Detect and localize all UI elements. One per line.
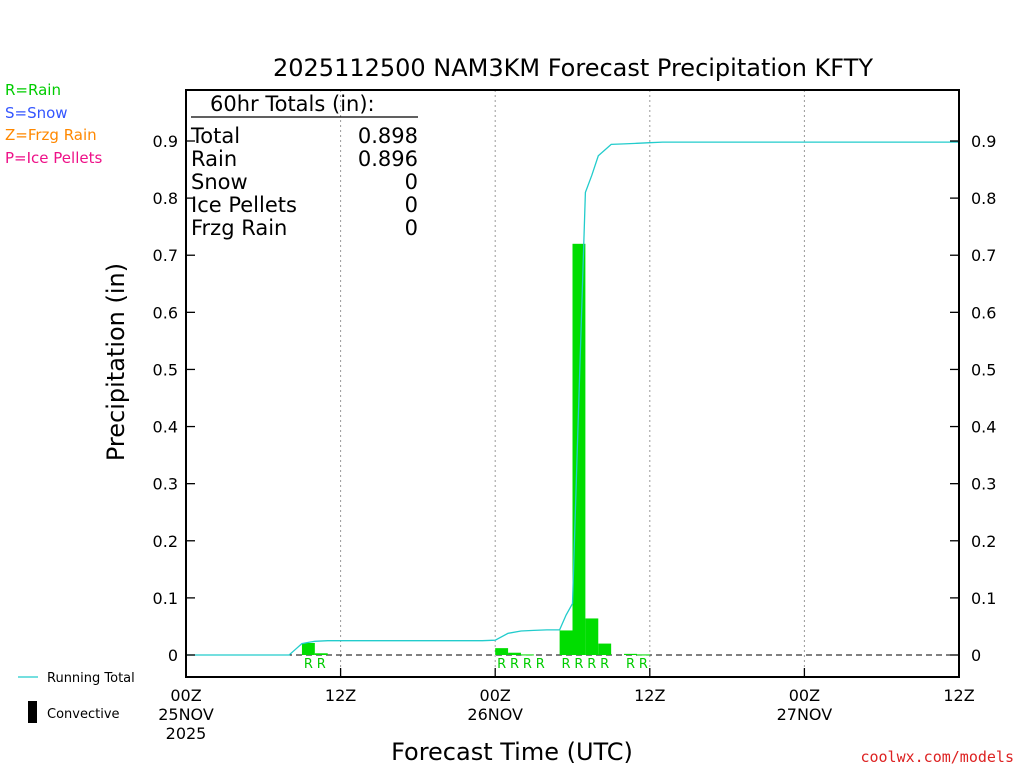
legend-item-snow: S=Snow — [5, 103, 68, 122]
y-tick-label: 0 — [168, 646, 178, 665]
totals-row-value: 0 — [405, 216, 418, 240]
ptype-label: R — [587, 657, 596, 672]
precip-bar — [624, 653, 637, 655]
convective-key: Convective — [28, 701, 120, 723]
precip-bar — [520, 654, 534, 656]
running-total-line — [186, 141, 959, 656]
precip-bars — [301, 243, 650, 656]
x-tick-label: 00Z — [480, 686, 511, 705]
y-tick-label-right: 0.6 — [971, 303, 996, 322]
y-tick-label: 0.6 — [153, 303, 178, 322]
ptype-label: R — [304, 657, 313, 672]
convective-key-label: Convective — [47, 707, 120, 722]
y-tick-label: 0.3 — [153, 475, 178, 494]
y-tick-label-right: 0.4 — [971, 418, 996, 437]
precip-bar — [508, 652, 521, 655]
y-tick-label: 0.9 — [153, 132, 178, 151]
x-tick-label: 12Z — [634, 686, 665, 705]
totals-row-value: 0.896 — [358, 147, 418, 171]
chart-title: 2025112500 NAM3KM Forecast Precipitation… — [273, 54, 873, 82]
precip-bar — [301, 643, 315, 655]
y-tick-label-right: 0.7 — [971, 246, 996, 265]
ptype-label: R — [639, 657, 648, 672]
y-tick-label-right: 0.9 — [971, 132, 996, 151]
y-tick-label-right: 0.5 — [971, 360, 996, 379]
totals-row-label: Ice Pellets — [191, 193, 297, 217]
precip-bar — [559, 630, 573, 655]
x-tick-date: 25NOV — [158, 705, 214, 724]
precip-bar — [314, 653, 328, 655]
x-tick-label: 00Z — [789, 686, 820, 705]
ptype-label: R — [523, 657, 532, 672]
plot-frame — [185, 89, 960, 678]
y-tick-label: 0.8 — [153, 189, 178, 208]
legend-item-ice-pellets: P=Ice Pellets — [5, 148, 103, 167]
x-tick-label: 00Z — [170, 686, 201, 705]
ptype-label: R — [574, 657, 583, 672]
y-tick-label: 0.5 — [153, 360, 178, 379]
ptype-label: R — [562, 657, 571, 672]
ptype-label: R — [510, 657, 519, 672]
y-tick-label-right: 0.8 — [971, 189, 996, 208]
precip-bar — [598, 643, 612, 655]
x-axis-title: Forecast Time (UTC) — [391, 738, 633, 766]
y-tick-label: 0.4 — [153, 418, 178, 437]
precip-bar — [636, 654, 650, 656]
x-tick-date: 2025 — [166, 724, 207, 743]
totals-row-value: 0 — [405, 193, 418, 217]
ptype-label: R — [600, 657, 609, 672]
totals-box: 60hr Totals (in): Total 0.898 Rain 0.896 Sno… — [190, 92, 418, 240]
y-axis-left: 0 0.1 0.2 0.3 0.4 0.5 0.6 0.7 0.8 0.9 — [153, 132, 195, 665]
totals-row-label: Total — [190, 124, 240, 148]
y-tick-label-right: 0.1 — [971, 589, 996, 608]
precip-bar — [495, 648, 509, 655]
y-tick-label-right: 0.2 — [971, 532, 996, 551]
totals-row-label: Snow — [191, 170, 248, 194]
legend-item-rain: R=Rain — [5, 81, 61, 99]
ptype-label: R — [497, 657, 506, 672]
precip-bar — [585, 618, 599, 655]
ptype-label: R — [626, 657, 635, 672]
precip-bar — [572, 243, 586, 656]
legend-item-frzg-rain: Z=Frzg Rain — [5, 126, 97, 144]
ptype-label: R — [536, 657, 545, 672]
x-tick-label: 12Z — [325, 686, 356, 705]
y-tick-label: 0.2 — [153, 532, 178, 551]
totals-row-label: Rain — [191, 147, 237, 171]
x-tick-date: 26NOV — [467, 705, 523, 724]
ptype-label: R — [317, 657, 326, 672]
x-tick-label: 12Z — [943, 686, 974, 705]
running-total-key-label: Running Total — [47, 671, 135, 686]
totals-header: 60hr Totals (in): — [210, 92, 375, 116]
totals-row-value: 0.898 — [358, 124, 418, 148]
x-tick-date: 27NOV — [777, 705, 833, 724]
y-tick-label: 0.7 — [153, 246, 178, 265]
totals-row-label: Frzg Rain — [191, 216, 287, 240]
y-tick-label-right: 0 — [971, 646, 981, 665]
running-total-key: Running Total — [18, 671, 135, 686]
y-tick-label-right: 0.3 — [971, 475, 996, 494]
y-axis-right: 0 0.1 0.2 0.3 0.4 0.5 0.6 0.7 0.8 0.9 — [950, 132, 996, 665]
credit-text: coolwx.com/models — [860, 748, 1014, 766]
totals-row-value: 0 — [405, 170, 418, 194]
y-axis-title: Precipitation (in) — [102, 263, 130, 461]
y-tick-label: 0.1 — [153, 589, 178, 608]
